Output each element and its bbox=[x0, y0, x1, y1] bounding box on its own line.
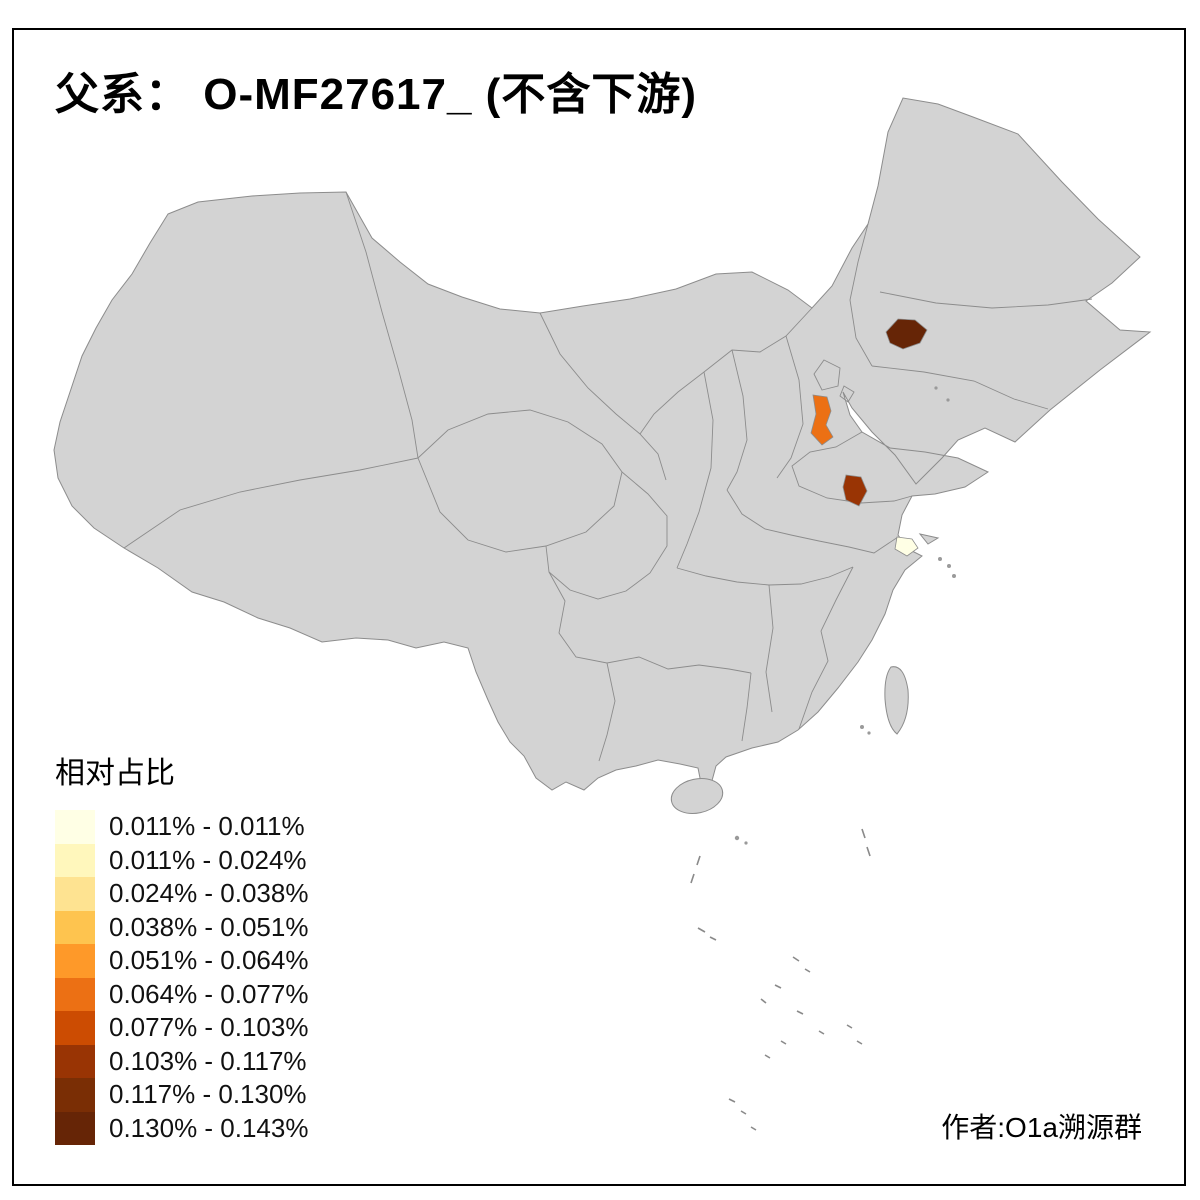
region-highlight-coastal-city bbox=[894, 536, 919, 557]
legend-item: 0.038% - 0.051% bbox=[55, 910, 309, 944]
legend-item: 0.024% - 0.038% bbox=[55, 877, 308, 911]
legend-swatch bbox=[55, 1044, 95, 1078]
legend-swatch bbox=[55, 1078, 95, 1112]
legend-swatch bbox=[55, 944, 95, 978]
region-highlight-east-china bbox=[842, 474, 868, 507]
region-highlight-northeast bbox=[885, 318, 928, 350]
legend-swatch bbox=[55, 1111, 95, 1145]
taiwan-island bbox=[884, 666, 909, 735]
region-highlight-north-china bbox=[810, 394, 834, 446]
legend-swatch bbox=[55, 910, 95, 944]
legend-item: 0.011% - 0.011% bbox=[55, 810, 308, 844]
province-borders bbox=[123, 191, 1093, 762]
legend-item: 0.117% - 0.130% bbox=[55, 1078, 308, 1112]
legend-swatch bbox=[55, 843, 95, 877]
legend-label: 0.103% - 0.117% bbox=[109, 1045, 307, 1076]
islands bbox=[670, 386, 956, 845]
legend-item: 0.051% - 0.064% bbox=[55, 944, 308, 978]
chongming-island bbox=[918, 533, 940, 545]
legend-item: 0.103% - 0.117% bbox=[55, 1044, 308, 1078]
legend-item: 0.064% - 0.077% bbox=[55, 977, 309, 1011]
legend-label: 0.064% - 0.077% bbox=[109, 978, 309, 1009]
legend-label: 0.117% - 0.130% bbox=[109, 1079, 307, 1110]
legend-item: 0.011% - 0.024% bbox=[55, 843, 308, 877]
legend-title: 相对占比 bbox=[55, 757, 175, 790]
legend-label: 0.011% - 0.011% bbox=[109, 811, 305, 842]
author-credit: 作者:O1a溯源群 bbox=[941, 1112, 1142, 1143]
page-title: 父系： O-MF27617_ (不含下游) bbox=[55, 70, 697, 119]
hainan-island bbox=[670, 778, 724, 814]
legend-swatch bbox=[55, 810, 95, 844]
legend-item: 0.077% - 0.103% bbox=[55, 1011, 308, 1045]
legend-label: 0.077% - 0.103% bbox=[109, 1012, 309, 1043]
legend-item: 0.130% - 0.143% bbox=[55, 1111, 309, 1145]
south-china-sea-islets bbox=[690, 828, 871, 1131]
legend-swatch bbox=[55, 877, 95, 911]
legend-label: 0.130% - 0.143% bbox=[109, 1112, 309, 1143]
legend-label: 0.038% - 0.051% bbox=[109, 911, 309, 942]
legend: 相对占比 0.011% - 0.011% 0.011% - 0.024% 0.0… bbox=[55, 748, 308, 1145]
legend-label: 0.011% - 0.024% bbox=[109, 844, 307, 875]
legend-swatch bbox=[55, 1011, 95, 1045]
legend-label: 0.024% - 0.038% bbox=[109, 878, 309, 909]
legend-swatch bbox=[55, 977, 95, 1011]
legend-label: 0.051% - 0.064% bbox=[109, 945, 309, 976]
